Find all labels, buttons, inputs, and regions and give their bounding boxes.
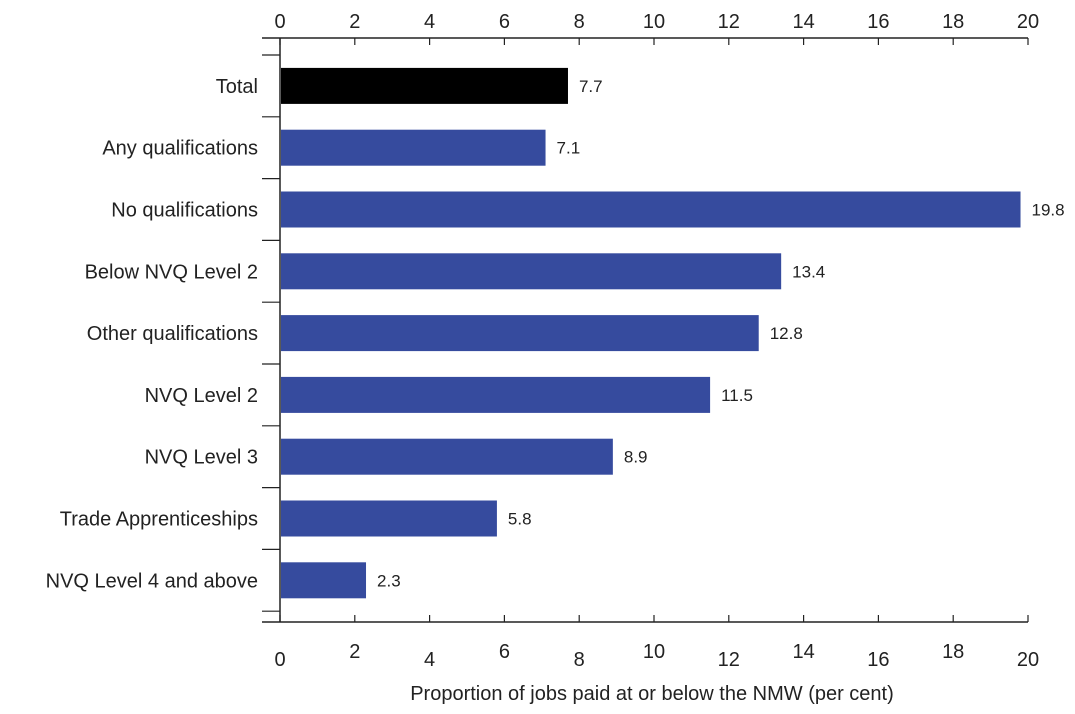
bar-value-label: 8.9 [624,448,648,467]
bar-value-label: 13.4 [792,262,825,281]
bottom-x-tick-label: 18 [942,641,964,663]
category-label: No qualifications [111,200,258,222]
top-x-tick-label: 16 [867,11,889,33]
bar-value-label: 5.8 [508,510,532,529]
x-axis-title: Proportion of jobs paid at or below the … [410,683,894,705]
axes-group [262,37,1029,623]
top-x-tick-label: 18 [942,11,964,33]
top-x-tick-label: 8 [574,11,585,33]
category-label: Any qualifications [102,138,258,160]
labels-group: 0 0 2 2 4 4 6 6 8 8 10 10 12 12 14 14 16 16 18 18 20 20 Total 7… [46,11,1065,671]
bar [281,129,546,166]
bar [281,438,613,475]
bottom-x-tick-label: 12 [718,649,740,671]
bar [281,562,367,599]
top-x-tick-label: 10 [643,11,665,33]
bar-value-label: 7.7 [579,77,603,96]
bottom-x-tick-label: 2 [349,641,360,663]
top-x-tick-label: 2 [349,11,360,33]
top-x-tick-label: 4 [424,11,435,33]
bars-group [281,67,1021,599]
bottom-x-tick-label: 10 [643,641,665,663]
category-label: Trade Apprenticeships [60,509,258,531]
bar-value-label: 11.5 [721,386,753,405]
bottom-x-tick-label: 0 [274,649,285,671]
category-label: Below NVQ Level 2 [85,261,258,283]
bar-value-label: 19.8 [1032,201,1065,220]
top-x-tick-label: 0 [274,11,285,33]
top-x-tick-label: 20 [1017,11,1039,33]
category-label: Total [216,76,258,98]
bottom-x-tick-label: 6 [499,641,510,663]
bottom-x-tick-label: 14 [792,641,814,663]
bar [281,253,782,290]
category-label: NVQ Level 4 and above [46,570,258,592]
bottom-x-tick-label: 8 [574,649,585,671]
bottom-x-tick-label: 4 [424,649,435,671]
bar-value-label: 2.3 [377,571,401,590]
category-label: Other qualifications [87,323,258,345]
bar [281,500,497,537]
top-x-tick-label: 14 [792,11,814,33]
bar [281,315,759,352]
bar-value-label: 12.8 [770,324,803,343]
bar [281,376,711,413]
bottom-x-tick-label: 16 [867,649,889,671]
category-label: NVQ Level 2 [145,385,258,407]
bar [281,67,568,104]
bar-value-label: 7.1 [557,139,581,158]
top-x-tick-label: 12 [718,11,740,33]
category-label: NVQ Level 3 [145,447,258,469]
bar [281,191,1021,228]
top-x-tick-label: 6 [499,11,510,33]
bottom-x-tick-label: 20 [1017,649,1039,671]
